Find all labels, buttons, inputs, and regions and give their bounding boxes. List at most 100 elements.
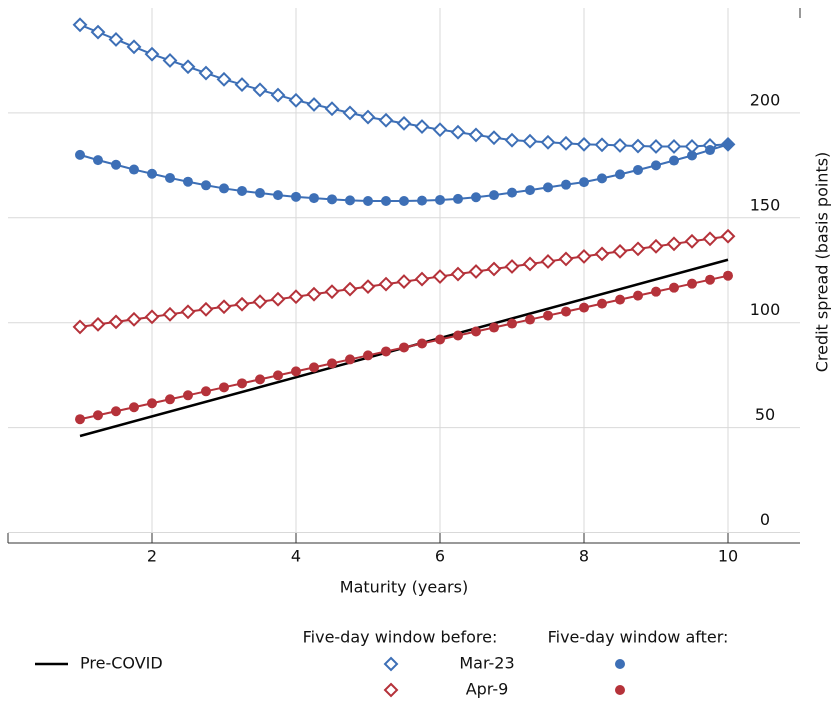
marker — [576, 136, 592, 152]
marker — [237, 185, 247, 196]
marker — [597, 298, 607, 309]
marker — [687, 278, 697, 289]
x-tick-label: 10 — [718, 547, 738, 566]
marker — [633, 290, 643, 301]
marker — [327, 358, 337, 369]
marker — [417, 195, 427, 206]
marker — [651, 286, 661, 297]
marker — [291, 191, 301, 202]
legend-title: Five-day window after: — [548, 628, 729, 647]
marker — [648, 139, 664, 154]
legend-swatch — [615, 659, 625, 669]
marker — [327, 194, 337, 205]
marker — [543, 182, 553, 193]
marker — [147, 398, 157, 409]
marker — [255, 374, 265, 385]
marker — [471, 326, 481, 337]
marker — [522, 133, 538, 149]
legend-title: Five-day window before: — [303, 628, 498, 647]
marker — [165, 394, 175, 405]
marker — [288, 92, 304, 108]
marker — [72, 319, 88, 335]
marker — [144, 46, 160, 62]
marker — [471, 192, 481, 203]
marker — [543, 310, 553, 321]
x-axis-label: Maturity (years) — [340, 578, 468, 597]
marker — [507, 318, 517, 329]
marker — [234, 77, 250, 92]
marker — [435, 334, 445, 345]
legend-swatch — [383, 656, 399, 672]
marker — [666, 236, 682, 252]
marker — [309, 193, 319, 204]
marker — [111, 406, 121, 417]
marker — [381, 346, 391, 357]
marker — [723, 139, 733, 150]
marker — [363, 350, 373, 361]
y-tick-label: 150 — [750, 195, 781, 214]
marker — [198, 65, 214, 81]
marker — [651, 160, 661, 171]
marker — [612, 138, 628, 153]
marker — [252, 82, 268, 98]
x-tick-label: 4 — [291, 547, 301, 566]
y-tick-label: 50 — [755, 405, 775, 424]
marker — [450, 124, 466, 140]
marker — [558, 251, 574, 267]
marker — [90, 24, 106, 40]
marker — [216, 71, 232, 87]
marker — [342, 281, 358, 297]
marker — [450, 266, 466, 282]
marker — [201, 180, 211, 191]
marker — [288, 289, 304, 305]
marker — [540, 134, 556, 150]
marker — [489, 322, 499, 333]
marker — [201, 386, 211, 397]
marker — [687, 150, 697, 161]
marker — [396, 274, 412, 289]
marker — [342, 105, 358, 121]
marker — [324, 101, 340, 117]
marker — [378, 112, 394, 128]
marker — [414, 271, 430, 287]
marker — [180, 304, 196, 320]
marker — [291, 366, 301, 377]
x-tick-label: 2 — [147, 547, 157, 566]
marker — [435, 194, 445, 205]
marker — [633, 164, 643, 175]
marker — [129, 402, 139, 413]
marker — [417, 338, 427, 349]
marker — [345, 354, 355, 365]
marker — [360, 279, 376, 295]
x-tick-label: 8 — [579, 547, 589, 566]
marker — [558, 135, 574, 151]
marker — [75, 149, 85, 160]
marker — [126, 39, 142, 55]
marker — [453, 330, 463, 341]
marker — [504, 132, 520, 148]
marker — [399, 342, 409, 353]
marker — [468, 127, 484, 143]
marker — [615, 169, 625, 180]
marker — [93, 155, 103, 166]
marker — [540, 254, 556, 269]
marker — [165, 172, 175, 183]
legend-swatch — [615, 685, 625, 695]
marker — [648, 238, 664, 254]
marker — [594, 246, 610, 262]
marker — [381, 196, 391, 207]
marker — [612, 243, 628, 259]
marker — [684, 233, 700, 249]
marker — [630, 241, 646, 257]
marker — [432, 269, 448, 284]
marker — [273, 370, 283, 381]
marker — [723, 270, 733, 281]
marker — [486, 130, 502, 146]
y-tick-label: 200 — [750, 90, 781, 109]
marker — [576, 248, 592, 264]
marker — [579, 177, 589, 188]
marker — [309, 362, 319, 373]
marker — [702, 231, 718, 247]
marker — [144, 309, 160, 325]
x-tick-label: 6 — [435, 547, 445, 566]
